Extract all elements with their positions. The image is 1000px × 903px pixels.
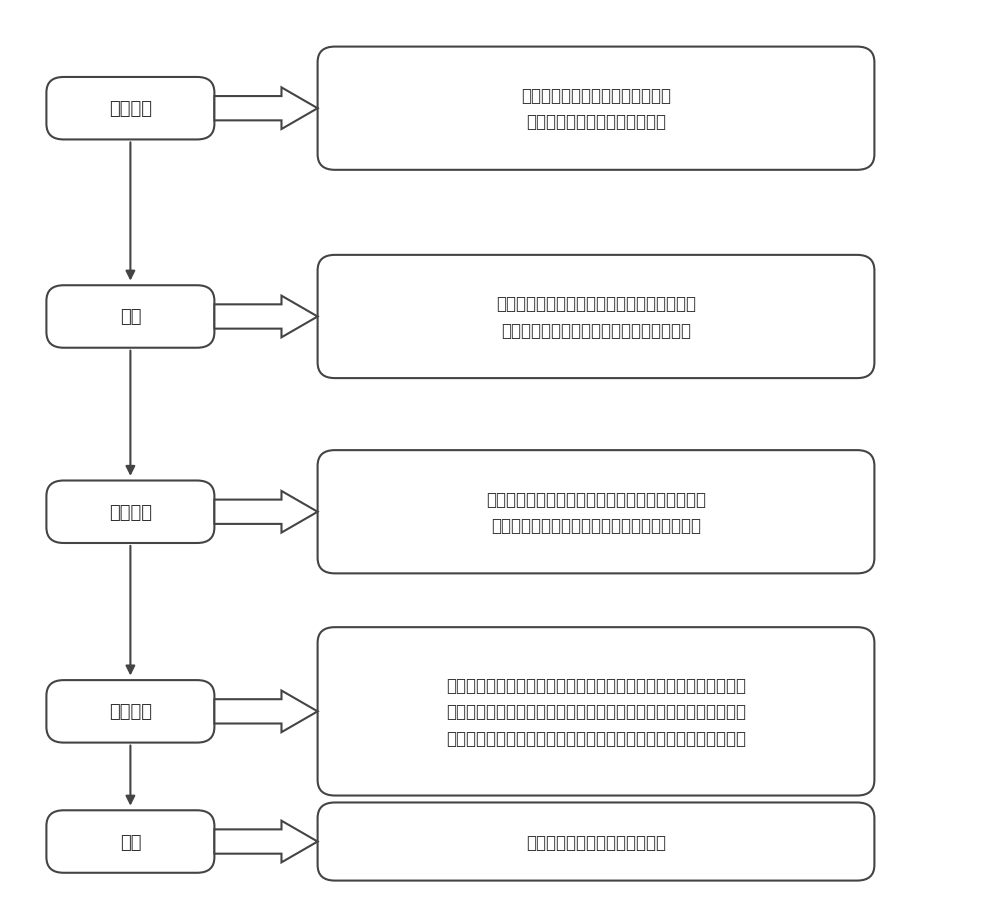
FancyBboxPatch shape <box>318 803 874 880</box>
FancyBboxPatch shape <box>46 286 214 349</box>
Text: 将橡胶制品投入修边筒内，关上冷冻修边机的
舱门，使得冷冻修边机对橡胶制品进行冷冻: 将橡胶制品投入修边筒内，关上冷冻修边机的 舱门，使得冷冻修边机对橡胶制品进行冷冻 <box>496 295 696 340</box>
Text: 喷丸修边: 喷丸修边 <box>109 503 152 521</box>
FancyBboxPatch shape <box>46 481 214 544</box>
Text: 在喷丸不断喷射的过程中，若摆动喷管内剪切方向压力增大，压力感
应珠传递摆动喷管的剪切压力，使相对应方向的热触发摆动弧块作用
与压力摆动套带动摆动喷管产生摆动，有: 在喷丸不断喷射的过程中，若摆动喷管内剪切方向压力增大，压力感 应珠传递摆动喷管的… <box>446 676 746 747</box>
Text: 在冷冻修边机内降温完成后，修边喷头启动，将朝
向修边筒喷射喷丸，此时修边筒为同步转动状态: 在冷冻修边机内降温完成后，修边喷头启动，将朝 向修边筒喷射喷丸，此时修边筒为同步… <box>486 490 706 535</box>
FancyBboxPatch shape <box>318 628 874 796</box>
Polygon shape <box>214 491 318 533</box>
FancyBboxPatch shape <box>46 810 214 873</box>
Text: 投料: 投料 <box>120 308 141 326</box>
Text: 根据橡胶制品的精度要求，将冷冻
修边机的工作参数进行基础设置: 根据橡胶制品的精度要求，将冷冻 修边机的工作参数进行基础设置 <box>521 87 671 131</box>
Text: 摆动喷射: 摆动喷射 <box>109 703 152 721</box>
Polygon shape <box>214 296 318 338</box>
Text: 冷冻修边完成后，取出橡胶制品: 冷冻修边完成后，取出橡胶制品 <box>526 833 666 851</box>
FancyBboxPatch shape <box>46 680 214 743</box>
Text: 预设参数: 预设参数 <box>109 100 152 118</box>
Polygon shape <box>214 88 318 130</box>
FancyBboxPatch shape <box>318 451 874 573</box>
FancyBboxPatch shape <box>318 256 874 378</box>
Polygon shape <box>214 691 318 732</box>
FancyBboxPatch shape <box>318 48 874 171</box>
FancyBboxPatch shape <box>46 78 214 140</box>
Text: 取料: 取料 <box>120 833 141 851</box>
Polygon shape <box>214 821 318 862</box>
